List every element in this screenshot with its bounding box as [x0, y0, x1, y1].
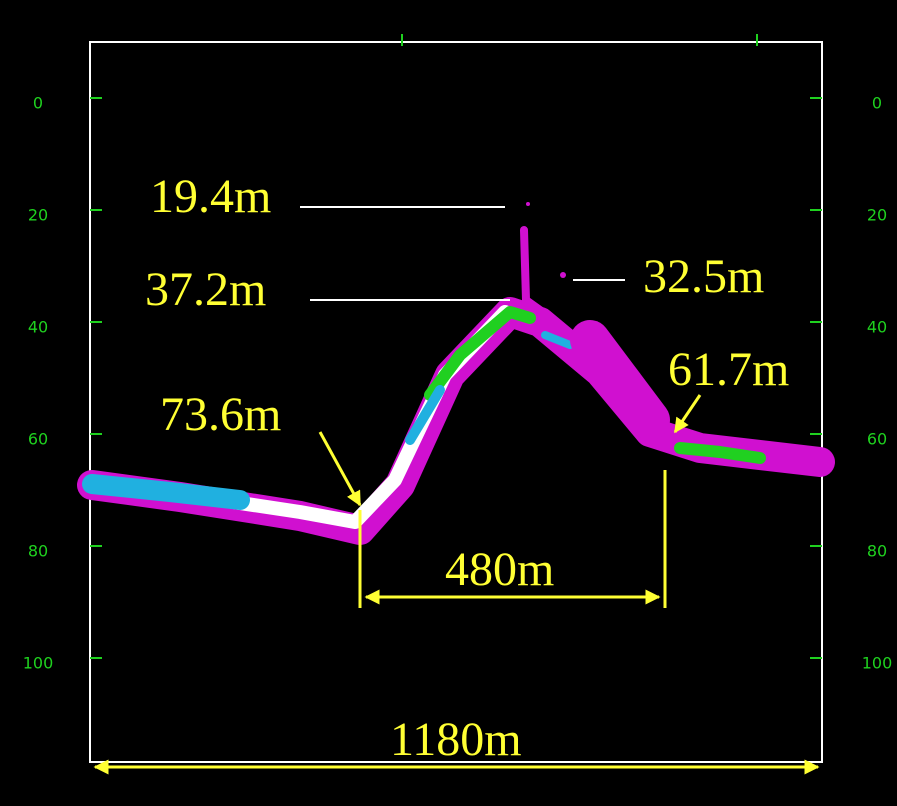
- tick-label: 20: [867, 206, 887, 225]
- tick-label: 0: [33, 94, 43, 113]
- page: 0 0 20 20 40 40 60 60 80 80 100 100 19.4m 37.2m 32.…: [0, 0, 897, 806]
- profile-point: [560, 272, 566, 278]
- tick-label: 0: [872, 94, 882, 113]
- tick-label: 80: [867, 542, 887, 561]
- tick-label: 60: [28, 430, 48, 449]
- annotation: 480m: [445, 543, 554, 596]
- tick-label: 100: [23, 654, 54, 673]
- annotation: 61.7m: [668, 343, 789, 396]
- tick-label: 40: [867, 318, 887, 337]
- annotation: 73.6m: [160, 388, 281, 441]
- tick-label: 60: [867, 430, 887, 449]
- annotation: 32.5m: [643, 250, 764, 303]
- sonar-profile: 0 0 20 20 40 40 60 60 80 80 100 100 19.4m 37.2m 32.…: [0, 0, 897, 806]
- profile-point: [526, 202, 530, 206]
- tick-label: 80: [28, 542, 48, 561]
- annotation: 37.2m: [145, 263, 266, 316]
- annotation: 1180m: [390, 713, 522, 766]
- tick-label: 40: [28, 318, 48, 337]
- annotation: 19.4m: [150, 170, 271, 223]
- tick-label: 20: [28, 206, 48, 225]
- tick-label: 100: [862, 654, 893, 673]
